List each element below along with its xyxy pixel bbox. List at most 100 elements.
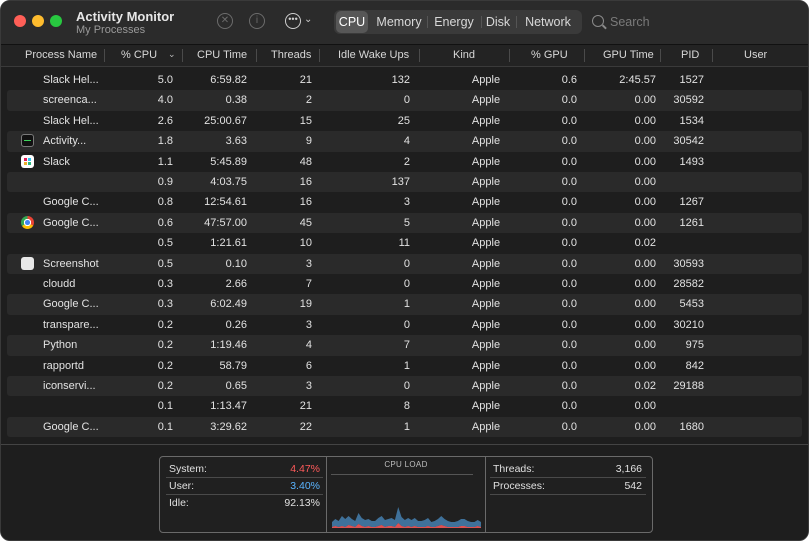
process-row[interactable]: transpare... 0.2 0.26 3 0 Apple 0.0 0.00 30210 [1,315,808,335]
more-options-icon[interactable]: ••• [285,13,301,29]
cpu-time-cell: 6:59.82 [210,74,247,86]
info-icon[interactable]: i [249,13,265,29]
process-row[interactable]: 0.5 1:21.61 10 11 Apple 0.0 0.02 [1,233,808,253]
app-title: Activity Monitor [76,9,175,24]
search-icon [592,15,604,27]
process-name-cell: Python [43,339,78,352]
pid-cell: 1534 [679,114,704,127]
process-name-cell: Google C... [43,216,99,229]
process-name-cell: rapportd [43,359,84,372]
gpu-percent-cell: 0.6 [561,74,577,86]
threads-cell: 15 [299,114,312,127]
idle-cpu-value: 92.13% [284,497,320,509]
process-row[interactable]: Google C... 0.3 6:02.49 19 1 Apple 0.0 0.00 5453 [1,294,808,315]
chevron-down-icon[interactable]: ⌄ [304,14,313,25]
threads-cell: 19 [299,298,312,311]
process-row[interactable]: Activity... 1.8 3.63 9 4 Apple 0.0 0.00 30542 [1,131,808,152]
tab-disk[interactable]: Disk [485,15,511,29]
threads-cell: 3 [305,380,312,392]
process-row[interactable]: Slack 1.1 5:45.89 48 2 Apple 0.0 0.00 1493 [1,152,808,172]
process-row[interactable]: Slack Hel... 2.6 25:00.67 15 25 Apple 0.0 0.00 1… [1,111,808,131]
column-divider[interactable] [712,49,713,62]
process-row[interactable]: Google C... 0.6 47:57.00 45 5 Apple 0.0 0.00 126… [1,212,808,234]
process-name-cell: Google C... [43,298,99,311]
view-subtitle: My Processes [76,24,146,36]
divider [490,494,646,495]
gpu-time-cell: 0.00 [634,135,656,148]
process-row[interactable]: screenca... 4.0 0.38 2 0 Apple 0.0 0.00 30592 [1,90,808,111]
process-row[interactable]: 0.1 1:13.47 21 8 Apple 0.0 0.00 [1,396,808,416]
gpu-time-cell: 0.02 [634,380,656,392]
threads-value: 3,166 [615,463,642,475]
column-header-gpu[interactable]: % GPU [531,49,568,61]
gpu-time-cell: 2:45.57 [619,74,656,86]
column-divider[interactable] [104,49,105,62]
kind-cell: Apple [471,278,501,290]
gpu-time-cell: 0.00 [634,298,656,311]
column-divider[interactable] [509,49,510,62]
kind-cell: Apple [471,237,501,250]
minimize-window-button[interactable] [32,15,44,27]
kind-cell: Apple [471,400,501,413]
process-row[interactable]: Slack Hel... 5.0 6:59.82 21 132 Apple 0.6 2:45.… [1,70,808,90]
pid-cell: 28582 [673,278,704,290]
column-header-kind[interactable]: Kind [453,49,476,61]
process-row[interactable]: Screenshot 0.5 0.10 3 0 Apple 0.0 0.00 30593 [1,253,808,274]
tab-energy[interactable]: Energy [434,15,474,29]
column-header-pid[interactable]: PID [681,49,700,61]
tab-divider [481,16,482,28]
process-row[interactable]: cloudd 0.3 2.66 7 0 Apple 0.0 0.00 28582 [1,274,808,294]
column-header-cpu[interactable]: % CPU [121,49,158,61]
column-header-idle-wake-ups[interactable]: Idle Wake Ups [338,49,410,61]
gpu-percent-cell: 0.0 [561,237,577,250]
close-window-button[interactable] [14,15,26,27]
cpu-summary-panel: System: 4.47% User: 3.40% Idle: 92.13% C… [159,456,653,533]
column-divider[interactable] [660,49,661,62]
column-header-cpu-time[interactable]: CPU Time [197,49,248,61]
zoom-window-button[interactable] [50,15,62,27]
divider [326,457,327,532]
tab-network[interactable]: Network [525,15,571,29]
idle-wake-ups-cell: 132 [391,74,410,86]
idle-wake-ups-cell: 0 [403,278,410,290]
process-row[interactable]: Google C... 0.1 3:29.62 22 1 Apple 0.0 0.00 1680 [1,416,808,438]
kind-cell: Apple [471,359,501,372]
gpu-time-cell: 0.00 [634,196,656,209]
column-header-gpu-time[interactable]: GPU Time [603,49,654,61]
column-header-process-name[interactable]: Process Name [25,49,98,61]
column-divider[interactable] [256,49,257,62]
stop-process-icon[interactable]: ✕ [217,13,233,29]
pid-cell: 1261 [679,216,704,229]
gpu-percent-cell: 0.0 [561,318,577,331]
gpu-time-cell: 0.00 [634,318,656,331]
kind-cell: Apple [471,135,501,148]
gpu-time-cell: 0.00 [634,114,656,127]
cpu-time-cell: 3.63 [225,135,247,148]
column-header-threads[interactable]: Threads [271,49,312,61]
idle-wake-ups-cell: 8 [403,400,410,413]
divider [490,477,646,478]
row-background [7,172,802,193]
process-row[interactable]: Google C... 0.8 12:54.61 16 3 Apple 0.0 0.00 126… [1,192,808,212]
tab-cpu[interactable]: CPU [336,11,368,33]
user-load-area [332,507,481,527]
process-row[interactable]: 0.9 4:03.75 16 137 Apple 0.0 0.00 [1,172,808,193]
search-input[interactable] [610,13,790,31]
column-divider[interactable] [584,49,585,62]
process-row[interactable]: Python 0.2 1:19.46 4 7 Apple 0.0 0.00 975 [1,335,808,356]
gpu-percent-cell: 0.0 [561,176,577,188]
process-name-cell: Slack Hel... [43,114,99,127]
cpu-percent-cell: 2.6 [157,114,173,127]
search-field[interactable] [588,10,803,34]
tab-memory[interactable]: Memory [376,15,422,29]
column-divider[interactable] [182,49,183,62]
idle-wake-ups-cell: 5 [403,216,410,229]
gpu-percent-cell: 0.0 [561,278,577,290]
row-background [7,253,802,274]
process-row[interactable]: iconservi... 0.2 0.65 3 0 Apple 0.0 0.02 29188 [1,376,808,397]
column-divider[interactable] [319,49,320,62]
process-row[interactable]: rapportd 0.2 58.79 6 1 Apple 0.0 0.00 842 [1,356,808,376]
slack-icon [21,154,34,168]
column-divider[interactable] [419,49,420,62]
column-header-user[interactable]: User [744,49,768,61]
